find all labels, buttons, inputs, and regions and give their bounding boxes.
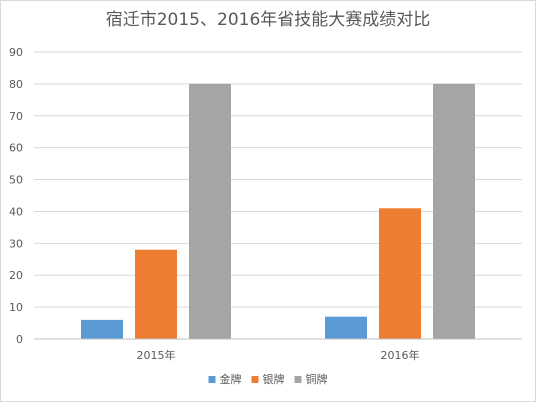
legend-swatch <box>294 376 302 383</box>
bar-2-1 <box>135 249 177 339</box>
legend-label: 金牌 <box>220 372 242 386</box>
bar-2-2 <box>379 208 421 339</box>
bar-1-2 <box>325 316 367 339</box>
x-tick-label: 2015年 <box>137 348 176 362</box>
y-tick-label: 20 <box>9 269 23 282</box>
bar-3-1 <box>189 83 231 339</box>
y-tick-label: 30 <box>9 237 23 250</box>
x-axis-ticks: 2015年 2016年 <box>137 348 420 362</box>
legend-swatch <box>208 376 216 383</box>
x-tick-label: 2016年 <box>381 348 420 362</box>
y-tick-label: 80 <box>9 78 23 91</box>
y-axis-ticks: 0 10 20 30 40 50 60 70 80 90 <box>9 46 23 346</box>
y-tick-label: 70 <box>9 110 23 123</box>
bar-3-2 <box>433 83 475 339</box>
y-tick-label: 90 <box>9 46 23 59</box>
legend-label: 银牌 <box>263 372 285 386</box>
bars <box>81 83 475 339</box>
y-tick-label: 60 <box>9 142 23 155</box>
y-tick-label: 50 <box>9 174 23 187</box>
gridlines <box>34 51 522 308</box>
legend: 金牌 银牌 铜牌 <box>208 372 328 386</box>
legend-swatch <box>251 376 259 383</box>
legend-label: 铜牌 <box>306 372 328 386</box>
y-tick-label: 40 <box>9 205 23 218</box>
chart-title: 宿迁市2015、2016年省技能大赛成绩对比 <box>106 9 431 30</box>
bar-1-1 <box>81 319 123 339</box>
y-tick-label: 10 <box>9 301 23 314</box>
y-tick-label: 0 <box>16 333 23 346</box>
